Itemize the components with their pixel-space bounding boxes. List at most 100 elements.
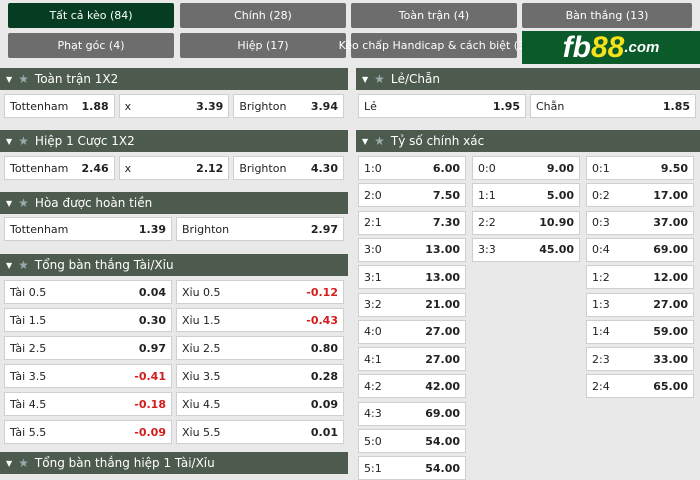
odds-cell[interactable]: 4:2 42.00 [358, 374, 466, 399]
odds-cell[interactable]: 0:2 17.00 [586, 183, 694, 208]
odds-cell[interactable]: 3:0 13.00 [358, 237, 466, 262]
odds-cell[interactable]: Xỉu 4.5 0.09 [176, 392, 344, 416]
odds-value: 13.00 [425, 270, 460, 284]
collapse-arrow-icon[interactable]: ▼ [6, 458, 13, 468]
section-header[interactable]: ▼ ★ Tỷ số chính xác [356, 130, 700, 152]
odds-cell[interactable]: 1:1 5.00 [472, 183, 580, 208]
odds-cell[interactable]: 3:1 13.00 [358, 265, 466, 290]
odds-cell[interactable]: Lẻ 1.95 [358, 94, 526, 118]
collapse-arrow-icon[interactable]: ▼ [6, 74, 13, 84]
odds-cell[interactable]: 5:1 54.00 [358, 456, 466, 480]
odds-cell[interactable]: 4:3 69.00 [358, 401, 466, 426]
odds-value: 1.85 [662, 99, 690, 113]
odds-cell[interactable]: 2:1 7.30 [358, 210, 466, 235]
selection-label: Tài 0.5 [10, 285, 47, 299]
odds-cell[interactable]: 0:1 9.50 [586, 156, 694, 180]
odds-cell[interactable]: 3:2 21.00 [358, 292, 466, 317]
collapse-arrow-icon[interactable]: ▼ [362, 74, 369, 84]
odds-cell[interactable]: Tài 4.5 -0.18 [4, 392, 172, 416]
odds-value: -0.41 [134, 369, 166, 383]
odds-cell[interactable]: 2:3 33.00 [586, 347, 694, 372]
odds-cell[interactable]: Tài 0.5 0.04 [4, 280, 172, 304]
odds-cell[interactable]: Tài 2.5 0.97 [4, 336, 172, 360]
odds-cell[interactable]: 2:2 10.90 [472, 210, 580, 235]
odds-cell[interactable]: 1:4 59.00 [586, 319, 694, 344]
collapse-arrow-icon[interactable]: ▼ [6, 198, 13, 208]
odds-cell[interactable]: 1:0 6.00 [358, 156, 466, 180]
selection-label: Tài 5.5 [10, 425, 47, 439]
odds-cell[interactable]: Tottenham 2.46 [4, 156, 115, 180]
odds-cell[interactable]: Brighton 2.97 [176, 217, 344, 241]
odds-cell[interactable]: Xỉu 0.5 -0.12 [176, 280, 344, 304]
odds-value: -0.18 [134, 397, 166, 411]
odds-value: 0.01 [310, 425, 338, 439]
odds-cell[interactable]: 1:3 27.00 [586, 292, 694, 317]
tab-button[interactable]: Bàn thắng (13) [522, 3, 692, 28]
odds-cell[interactable]: Xỉu 2.5 0.80 [176, 336, 344, 360]
selection-label: 0:3 [592, 216, 610, 230]
selection-label: Brighton [239, 161, 287, 175]
odds-cell[interactable]: Brighton 3.94 [233, 94, 344, 118]
selection-label: Tottenham [10, 99, 69, 113]
tab-button[interactable]: Chính (28) [180, 3, 346, 28]
selection-label: 0:1 [592, 161, 610, 175]
section-header[interactable]: ▼ ★ Toàn trận 1X2 [0, 68, 348, 90]
odds-cell[interactable]: Xỉu 3.5 0.28 [176, 364, 344, 388]
odds-cell[interactable]: Tài 5.5 -0.09 [4, 420, 172, 444]
section-title: Toàn trận 1X2 [34, 72, 119, 86]
odds-cell[interactable]: 2:0 7.50 [358, 183, 466, 208]
tab-button[interactable]: Toàn trận (4) [351, 3, 517, 28]
selection-label: Tottenham [10, 161, 69, 175]
odds-cell[interactable]: Chẵn 1.85 [530, 94, 696, 118]
odds-cell[interactable]: Tottenham 1.88 [4, 94, 115, 118]
odds-cell[interactable]: Tottenham 1.39 [4, 217, 172, 241]
odds-value: 69.00 [425, 407, 460, 421]
tab-button[interactable]: Tất cả kèo (84) [8, 3, 174, 28]
selection-label: 0:4 [592, 243, 610, 257]
odds-cell[interactable]: Tài 3.5 -0.41 [4, 364, 172, 388]
selection-label: 4:2 [364, 379, 382, 393]
star-icon[interactable]: ★ [18, 456, 29, 470]
odds-cell[interactable]: Xỉu 1.5 -0.43 [176, 308, 344, 332]
odds-cell[interactable]: x 3.39 [118, 94, 230, 118]
section-title: Hòa được hoàn tiền [34, 196, 153, 210]
odds-value: 3.94 [310, 99, 338, 113]
odds-cell[interactable]: Xỉu 5.5 0.01 [176, 420, 344, 444]
odds-cell[interactable]: 1:2 12.00 [586, 265, 694, 290]
odds-cell[interactable]: 3:3 45.00 [472, 237, 580, 262]
selection-label: 0:2 [592, 188, 610, 202]
odds-value: 5.00 [546, 188, 574, 202]
section-header[interactable]: ▼ ★ Tổng bàn thắng Tài/Xỉu [0, 254, 348, 276]
star-icon[interactable]: ★ [18, 258, 29, 272]
odds-cell[interactable]: 4:0 27.00 [358, 319, 466, 344]
selection-label: Tài 1.5 [10, 313, 47, 327]
section-header[interactable]: ▼ ★ Hòa được hoàn tiền [0, 192, 348, 214]
section-header[interactable]: ▼ ★ Tổng bàn thắng hiệp 1 Tài/Xỉu [0, 452, 348, 474]
star-icon[interactable]: ★ [18, 196, 29, 210]
section-title: Tổng bàn thắng Tài/Xỉu [34, 258, 174, 272]
collapse-arrow-icon[interactable]: ▼ [6, 136, 13, 146]
collapse-arrow-icon[interactable]: ▼ [362, 136, 369, 146]
odds-cell[interactable]: 5:0 54.00 [358, 429, 466, 453]
odds-cell[interactable]: 4:1 27.00 [358, 347, 466, 372]
star-icon[interactable]: ★ [18, 134, 29, 148]
tab-button[interactable]: Kèo chấp Handicap & cách biệt (3) [339, 33, 529, 58]
section-header[interactable]: ▼ ★ Lẻ/Chẵn [356, 68, 700, 90]
selection-label: 5:1 [364, 461, 382, 475]
star-icon[interactable]: ★ [374, 134, 385, 148]
odds-cell[interactable]: 0:3 37.00 [586, 210, 694, 235]
tab-button[interactable]: Phạt góc (4) [8, 33, 174, 58]
collapse-arrow-icon[interactable]: ▼ [6, 260, 13, 270]
star-icon[interactable]: ★ [18, 72, 29, 86]
odds-value: 10.90 [539, 216, 574, 230]
odds-cell[interactable]: 2:4 65.00 [586, 374, 694, 399]
section-header[interactable]: ▼ ★ Hiệp 1 Cược 1X2 [0, 130, 348, 152]
tab-button[interactable]: Hiệp (17) [180, 33, 346, 58]
odds-cell[interactable]: 0:0 9.00 [472, 156, 580, 180]
odds-cell[interactable]: Tài 1.5 0.30 [4, 308, 172, 332]
star-icon[interactable]: ★ [374, 72, 385, 86]
odds-cell[interactable]: x 2.12 [118, 156, 230, 180]
odds-cell[interactable]: Brighton 4.30 [233, 156, 344, 180]
odds-cell[interactable]: 0:4 69.00 [586, 237, 694, 262]
odds-value: 0.04 [138, 285, 166, 299]
